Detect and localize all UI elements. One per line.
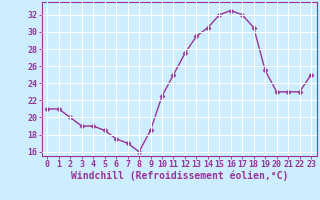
X-axis label: Windchill (Refroidissement éolien,°C): Windchill (Refroidissement éolien,°C)	[70, 171, 288, 181]
